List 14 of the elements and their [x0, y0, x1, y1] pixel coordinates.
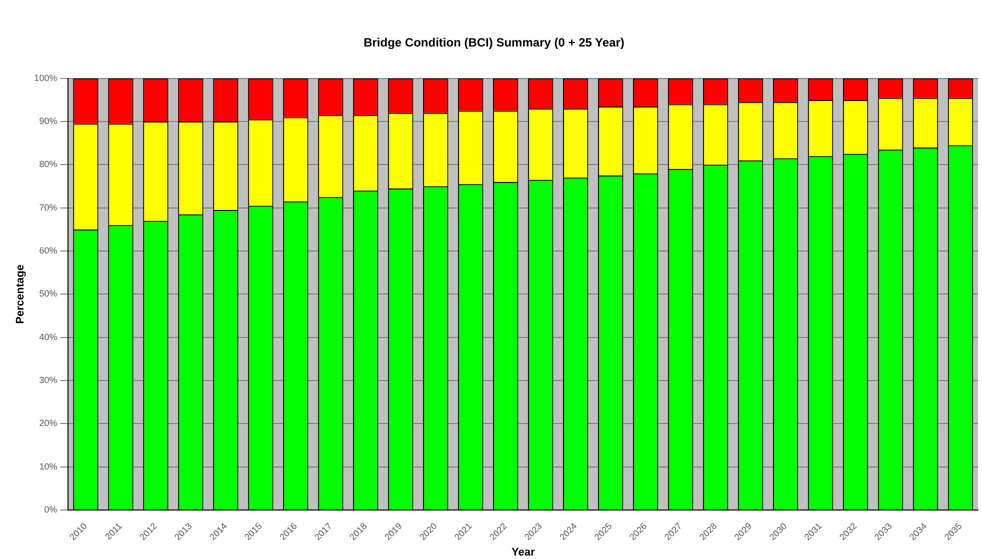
y-tick-label: 80% — [39, 159, 58, 170]
y-tick-label: 40% — [39, 332, 58, 342]
y-tick-label: 30% — [39, 375, 58, 386]
y-tick-label: 70% — [39, 202, 58, 212]
x-axis-title: Year — [511, 546, 536, 558]
y-tick-label: 10% — [39, 461, 58, 472]
y-tick-label: 0% — [44, 504, 58, 514]
y-tick-label: 20% — [39, 418, 58, 428]
y-tick-label: 60% — [39, 246, 58, 256]
y-axis-title: Percentage — [14, 264, 27, 324]
chart-title: Bridge Condition (BCI) Summary (0 + 25 Year) — [364, 36, 624, 50]
y-tick-label: 100% — [34, 72, 58, 83]
y-tick-label: 50% — [39, 288, 58, 299]
y-tick-label: 90% — [39, 116, 58, 126]
